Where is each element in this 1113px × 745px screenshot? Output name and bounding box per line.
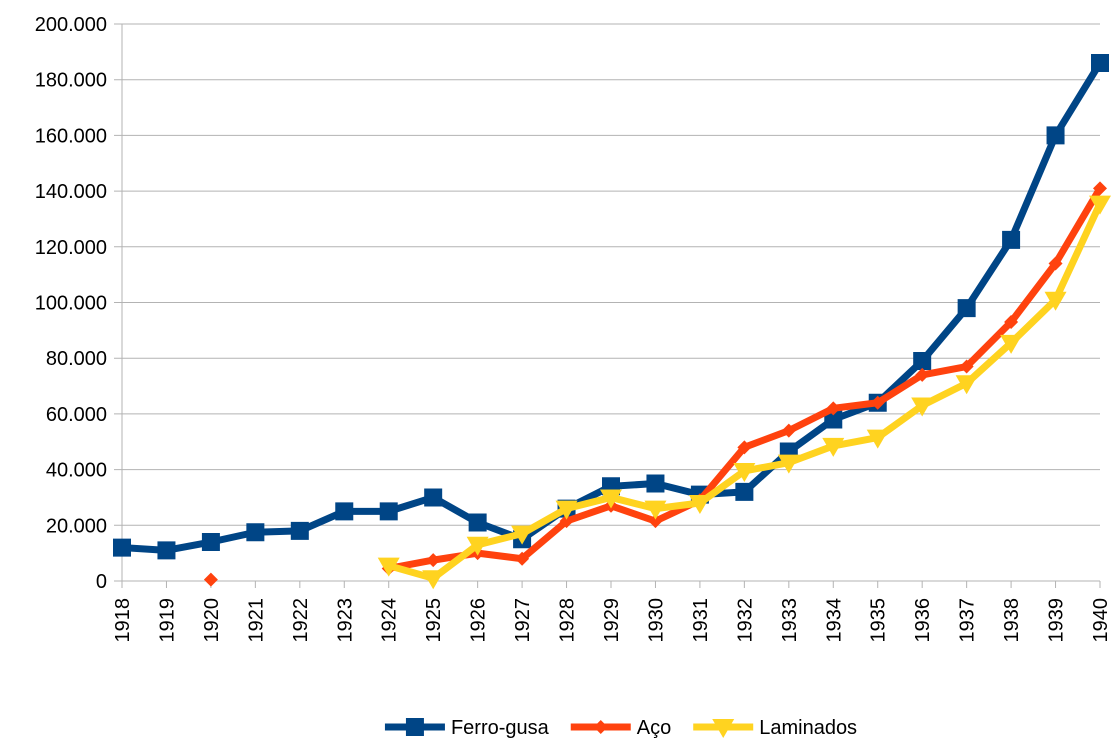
marker	[290, 521, 309, 540]
marker	[913, 351, 932, 370]
y-tick-label: 140.000	[35, 181, 107, 203]
legend-label: Laminados	[759, 717, 857, 739]
y-tick-label: 40.000	[46, 460, 107, 482]
marker	[646, 474, 665, 493]
marker	[515, 551, 530, 566]
marker	[959, 359, 974, 374]
series-line	[121, 61, 1103, 554]
x-tick-label: 1924	[379, 598, 401, 643]
marker	[335, 502, 354, 521]
marker	[379, 502, 398, 521]
marker	[113, 538, 131, 557]
x-tick-label: 1921	[245, 598, 267, 643]
marker	[555, 500, 578, 520]
y-tick-label: 200.000	[35, 14, 107, 36]
marker	[733, 462, 756, 482]
x-tick-label: 1940	[1090, 598, 1112, 643]
marker	[468, 513, 487, 532]
y-tick-label: 180.000	[35, 70, 107, 92]
marker	[781, 423, 796, 438]
x-tick-label: 1938	[1001, 598, 1023, 643]
marker	[911, 397, 934, 417]
marker	[648, 514, 663, 529]
x-tick-label: 1925	[423, 598, 445, 643]
marker	[824, 410, 843, 429]
marker	[422, 570, 445, 590]
x-tick-label: 1929	[601, 598, 623, 643]
marker	[870, 395, 885, 410]
x-tick-label: 1923	[334, 598, 356, 643]
x-tick-label: 1928	[557, 598, 579, 643]
x-tick-label: 1935	[868, 598, 890, 643]
legend-label: Aço	[637, 717, 671, 739]
marker	[424, 488, 443, 507]
marker	[644, 500, 667, 520]
marker	[866, 429, 889, 449]
x-tick-label: 1932	[734, 598, 756, 643]
x-tick-label: 1934	[823, 598, 845, 643]
marker	[1000, 334, 1023, 354]
marker	[246, 523, 265, 542]
marker	[915, 367, 930, 382]
y-tick-label: 120.000	[35, 237, 107, 259]
marker	[201, 533, 220, 552]
x-tick-label: 1927	[512, 598, 534, 643]
marker	[777, 454, 800, 474]
legend: Ferro-gusa Aço Laminados	[384, 717, 857, 739]
y-tick-label: 160.000	[35, 125, 107, 147]
marker	[559, 514, 574, 529]
y-tick-label: 100.000	[35, 293, 107, 315]
legend-label: Ferro-gusa	[451, 717, 550, 739]
y-tick-label: 20.000	[46, 515, 107, 537]
x-tick-label: 1926	[468, 598, 490, 643]
marker	[600, 489, 622, 509]
x-tick-label: 1922	[290, 598, 312, 643]
marker	[377, 557, 400, 577]
marker	[737, 440, 752, 455]
marker	[405, 718, 424, 736]
marker	[157, 541, 176, 560]
x-tick-label: 1937	[957, 598, 979, 643]
marker	[826, 401, 841, 416]
marker	[1048, 256, 1063, 271]
marker	[203, 572, 218, 587]
marker	[1093, 181, 1107, 196]
marker	[955, 375, 978, 395]
y-tick-label: 0	[96, 571, 107, 593]
marker	[735, 482, 754, 501]
marker	[822, 437, 845, 457]
y-tick-label: 60.000	[46, 404, 107, 426]
marker	[511, 525, 534, 545]
marker	[593, 720, 608, 734]
x-tick-label: 1918	[112, 598, 134, 643]
marker	[1044, 291, 1067, 311]
marker	[712, 719, 735, 738]
marker	[957, 299, 976, 318]
marker	[1002, 230, 1021, 249]
marker	[466, 536, 489, 556]
marker	[1004, 314, 1019, 329]
marker	[1091, 53, 1109, 72]
x-tick-label: 1931	[690, 598, 712, 643]
x-tick-label: 1920	[201, 598, 223, 643]
marker	[426, 553, 441, 568]
series-line	[388, 186, 1104, 572]
x-tick-label: 1939	[1046, 598, 1068, 643]
x-tick-label: 1936	[912, 598, 934, 643]
marker	[688, 495, 711, 515]
marker	[1089, 195, 1111, 215]
x-tick-label: 1919	[156, 598, 178, 643]
marker	[1046, 126, 1065, 145]
x-tick-label: 1930	[645, 598, 667, 643]
x-tick-label: 1933	[779, 598, 801, 643]
series-line	[387, 202, 1104, 582]
y-tick-label: 80.000	[46, 348, 107, 370]
